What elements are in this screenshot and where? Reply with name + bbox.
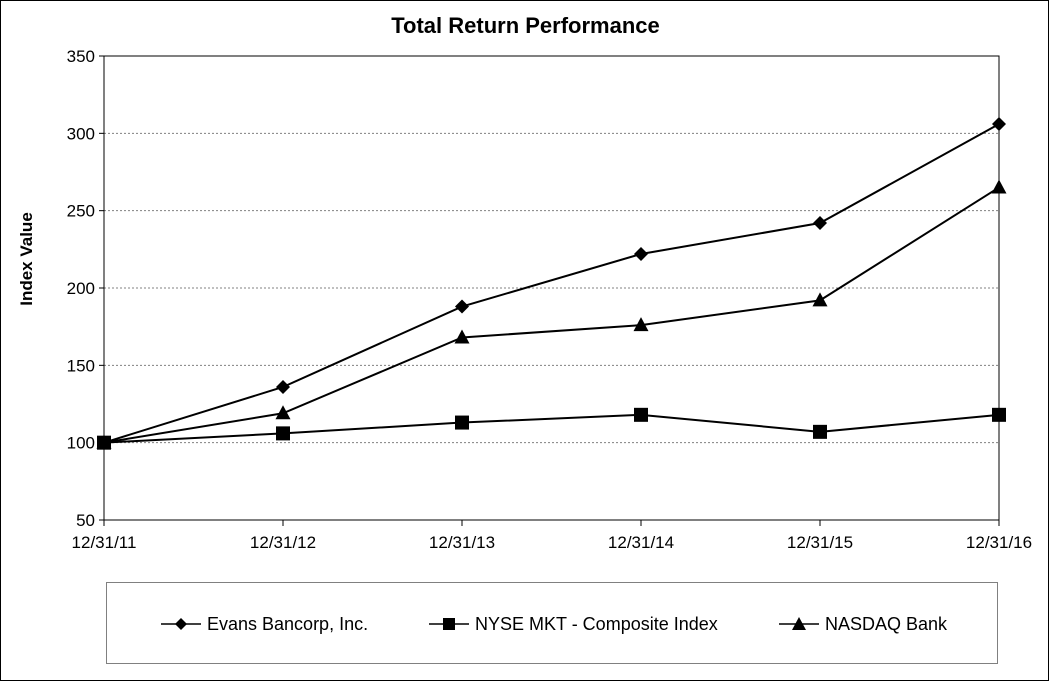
x-tick-label: 12/31/13 <box>429 533 495 552</box>
series-line-0 <box>103 123 1000 444</box>
y-tick-label: 250 <box>67 202 95 221</box>
x-tick-label: 12/31/12 <box>250 533 316 552</box>
legend-item-nasdaq: NASDAQ Bank <box>779 583 947 665</box>
legend: Evans Bancorp, Inc. NYSE MKT - Composite… <box>106 582 998 664</box>
x-tick-label: 12/31/16 <box>966 533 1032 552</box>
data-point-diamond <box>276 379 290 394</box>
chart-title: Total Return Performance <box>391 13 660 38</box>
data-point-triangle <box>633 317 649 332</box>
y-axis-label: Index Value <box>17 212 36 306</box>
data-point-diamond <box>455 299 469 314</box>
data-point-square <box>634 407 648 422</box>
x-tick-label: 12/31/15 <box>787 533 853 552</box>
data-point-triangle <box>275 405 291 420</box>
data-point-diamond <box>634 246 648 261</box>
data-point-square <box>276 426 290 441</box>
legend-label-nasdaq: NASDAQ Bank <box>825 613 948 634</box>
data-point-diamond <box>813 216 827 231</box>
legend-square-marker-icon <box>429 618 469 630</box>
data-point-triangle <box>812 292 828 307</box>
data-point-square <box>992 407 1006 422</box>
grid-lines <box>104 132 999 444</box>
legend-triangle-marker-icon <box>779 617 819 630</box>
data-point-diamond <box>992 117 1006 132</box>
legend-item-evans: Evans Bancorp, Inc. <box>161 583 368 665</box>
data-point-triangle <box>454 329 470 344</box>
data-point-square <box>813 424 827 439</box>
data-point-triangle <box>991 179 1007 194</box>
y-tick-label: 150 <box>67 356 95 375</box>
y-tick-label: 50 <box>76 511 95 530</box>
legend-item-nyse: NYSE MKT - Composite Index <box>429 583 718 665</box>
axes: 50 100 150 200 250 300 350 12/31/11 12/31/12 12/3… <box>67 47 1032 552</box>
chart-plot: 50 100 150 200 250 300 350 12/31/11 12/31/12 12/3… <box>17 47 1032 552</box>
legend-label-evans: Evans Bancorp, Inc. <box>207 613 369 634</box>
data-point-triangle <box>96 434 112 449</box>
series-line-1 <box>103 413 1000 444</box>
y-tick-label: 300 <box>67 124 95 143</box>
x-tick-label: 12/31/11 <box>72 533 137 552</box>
series-lines <box>96 117 1007 450</box>
series-line-2 <box>103 186 1000 444</box>
y-tick-label: 100 <box>67 434 95 453</box>
data-point-square <box>455 415 469 430</box>
legend-label-nyse: NYSE MKT - Composite Index <box>475 613 718 634</box>
legend-diamond-marker-icon <box>161 618 201 630</box>
x-tick-label: 12/31/14 <box>608 533 674 552</box>
y-tick-label: 350 <box>67 47 95 66</box>
y-tick-label: 200 <box>67 279 95 298</box>
